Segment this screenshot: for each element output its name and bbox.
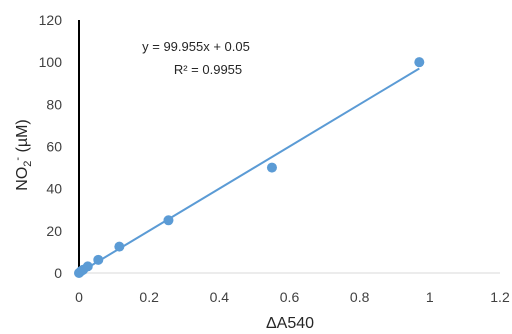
y-tick-labels: 0 20 40 60 80 100 120 — [39, 12, 63, 281]
trendline-group — [78, 67, 420, 274]
y-axis-title: NO2- (µM) — [12, 119, 34, 190]
y-axis-title-superscript: - — [12, 157, 24, 161]
trendline-equation: y = 99.955x + 0.05 — [142, 39, 250, 54]
x-tick-label: 1 — [426, 289, 434, 305]
data-point — [266, 162, 277, 173]
x-tick-labels: 0 0.2 0.4 0.6 0.8 1 1.2 — [75, 289, 510, 305]
r-squared-label: R² = 0.9955 — [174, 62, 242, 77]
y-tick-label: 40 — [46, 181, 62, 197]
trendline — [78, 67, 420, 274]
x-tick-label: 0.4 — [210, 289, 230, 305]
y-tick-label: 60 — [46, 139, 62, 155]
data-point — [163, 215, 174, 226]
y-axis-title-subscript: 2 — [22, 161, 34, 167]
x-tick-label: 0.2 — [139, 289, 159, 305]
y-axis-title-unit: (µM) — [14, 119, 31, 157]
x-tick-label: 0.6 — [280, 289, 300, 305]
y-tick-label: 120 — [39, 12, 63, 28]
data-point — [414, 57, 425, 68]
y-tick-label: 20 — [46, 223, 62, 239]
y-tick-label: 100 — [39, 54, 63, 70]
data-point — [93, 254, 104, 265]
y-tick-label: 0 — [54, 265, 62, 281]
x-tick-label: 1.2 — [490, 289, 510, 305]
data-points — [74, 57, 425, 278]
x-axis-title: ΔA540 — [266, 315, 314, 332]
x-tick-label: 0 — [75, 289, 83, 305]
data-point — [82, 261, 93, 272]
y-axis-title-main: NO — [14, 167, 31, 191]
data-point — [114, 241, 125, 252]
x-tick-label: 0.8 — [350, 289, 370, 305]
y-tick-label: 80 — [46, 96, 62, 112]
